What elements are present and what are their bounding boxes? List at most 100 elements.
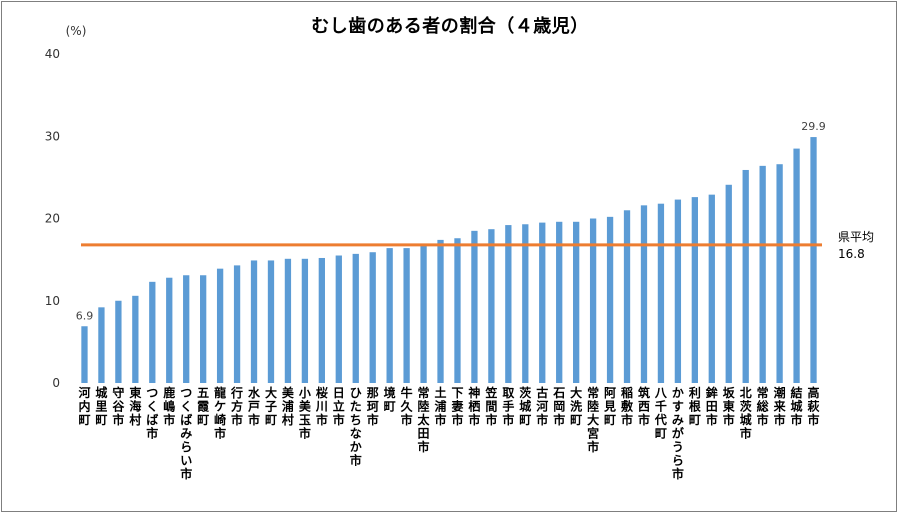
x-category-label: 鉾田市: [706, 385, 718, 427]
bar: [556, 221, 563, 383]
bar: [284, 258, 292, 383]
bar: [793, 148, 800, 383]
bar: [759, 165, 766, 383]
data-label: 29.9: [801, 120, 826, 133]
bar: [691, 197, 698, 383]
bar: [657, 203, 665, 383]
x-category-label: 結城市: [791, 385, 803, 427]
x-category-label: 茨城町: [519, 385, 531, 427]
x-category-label: 稲敷市: [621, 385, 634, 427]
x-category-label: 東海村: [129, 385, 141, 427]
x-category-label: 土浦市: [435, 385, 447, 427]
x-category-label: 笠間市: [484, 385, 497, 427]
chart-title: むし歯のある者の割合（４歳児）: [311, 16, 589, 37]
bar: [708, 194, 715, 383]
bar: [623, 210, 631, 383]
bar: [674, 199, 682, 383]
bar: [810, 137, 817, 383]
x-category-label: 桜川市: [315, 385, 328, 427]
bar: [250, 260, 258, 383]
x-category-label: 美浦村: [282, 385, 295, 427]
y-tick-label: 10: [45, 294, 60, 308]
y-tick-label: 30: [45, 129, 60, 143]
bar: [573, 221, 580, 383]
bar: [776, 164, 783, 383]
x-category-label: 五霞町: [197, 386, 210, 427]
bar: [132, 295, 139, 383]
x-category-label: 守谷市: [112, 385, 125, 427]
bar: [725, 184, 732, 383]
bar: [640, 205, 648, 383]
bar: [386, 248, 393, 383]
y-tick-label: 40: [45, 47, 60, 61]
x-category-label: ひたちなか市: [350, 386, 362, 468]
bar: [505, 225, 512, 383]
x-category-label: 利根町: [689, 385, 701, 427]
x-category-label: 八千代町: [654, 386, 668, 441]
bar: [149, 281, 156, 383]
x-category-label: 牛久市: [401, 385, 414, 427]
bar: [589, 218, 597, 383]
bar: [522, 224, 529, 383]
average-value-label: 16.8: [838, 247, 865, 261]
x-category-label: 取手市: [502, 386, 514, 427]
x-category-label: 那珂市: [367, 386, 379, 427]
bar: [454, 238, 461, 383]
x-category-label: 城里町: [95, 385, 107, 427]
bar: [115, 300, 122, 383]
data-label: 6.9: [76, 309, 94, 322]
x-category-label: 神栖市: [468, 385, 480, 427]
y-axis-unit-label: (%): [66, 24, 87, 38]
bar: [81, 326, 88, 383]
x-category-label: 筑西市: [638, 385, 650, 427]
bar: [233, 265, 241, 383]
x-category-label: 古河市: [535, 385, 548, 427]
x-category-label: 大子町: [265, 385, 277, 427]
bar: [403, 248, 410, 383]
bar: [488, 229, 495, 383]
x-category-label: 水戸市: [248, 385, 261, 427]
x-category-label: つくば市: [146, 386, 158, 441]
bar: [352, 253, 359, 383]
x-category-label: かすみがうら市: [672, 386, 684, 481]
x-category-label: 境町: [384, 385, 396, 414]
x-category-label: 日立市: [333, 386, 345, 427]
bar: [471, 230, 478, 383]
bar: [183, 275, 190, 383]
bar: [335, 255, 342, 383]
x-category-label: 阿見町: [603, 386, 616, 427]
bar: [267, 260, 275, 383]
bar: [318, 257, 325, 383]
x-category-label: 高萩市: [807, 385, 820, 427]
x-category-label: 坂東市: [723, 385, 736, 427]
x-category-label: 潮来市: [773, 385, 787, 427]
bar: [606, 216, 614, 383]
x-category-label: 常陸太田市: [418, 385, 431, 454]
x-category-label: 鹿嶋市: [163, 385, 175, 427]
bar: [166, 277, 173, 383]
x-category-label: 北茨城市: [740, 385, 752, 441]
bar: [98, 307, 105, 383]
x-category-label: 小美玉市: [299, 385, 312, 441]
y-tick-label: 0: [52, 376, 60, 390]
bar: [742, 169, 749, 383]
bar: [216, 268, 224, 383]
bar: [539, 222, 546, 383]
bar: [200, 275, 207, 383]
bar: [301, 258, 309, 383]
average-label: 県平均: [838, 230, 874, 244]
x-category-label: 行方市: [230, 385, 243, 427]
x-category-label: つくばみらい市: [180, 386, 192, 481]
bar: [420, 244, 427, 383]
x-category-label: 龍ケ崎市: [214, 385, 226, 441]
x-category-label: 大洗町: [570, 385, 582, 427]
x-category-label: 常総市: [757, 385, 769, 427]
x-category-label: 常陸大宮市: [587, 385, 599, 454]
x-category-label: 河内町: [77, 385, 90, 427]
bar: [369, 252, 376, 383]
x-category-label: 石岡市: [552, 386, 565, 427]
bar: [437, 239, 444, 383]
x-category-label: 下妻市: [451, 386, 463, 427]
y-tick-label: 20: [45, 212, 60, 226]
